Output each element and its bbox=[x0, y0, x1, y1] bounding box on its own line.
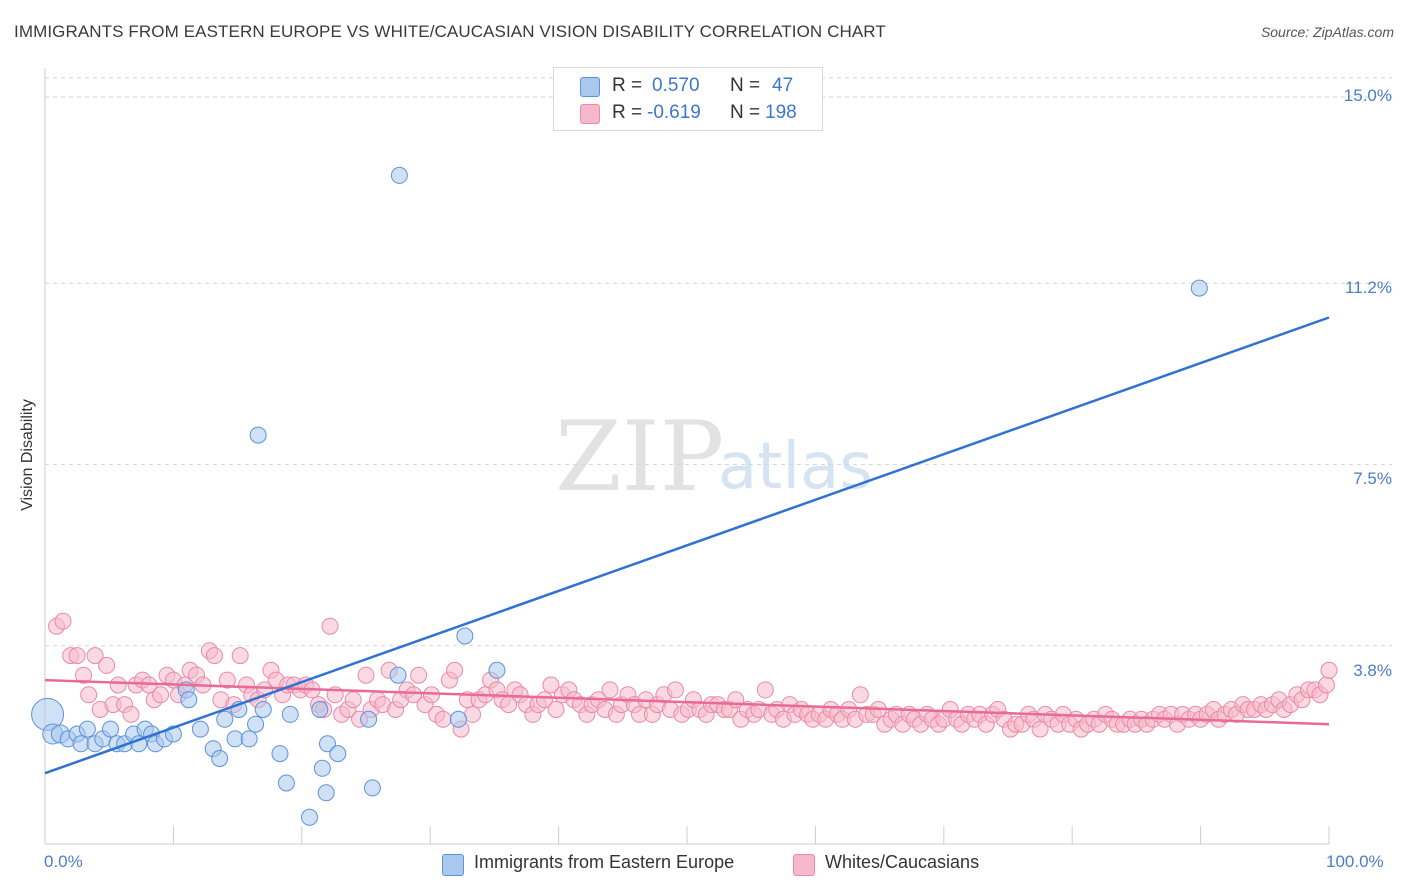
whites-point bbox=[542, 676, 560, 694]
whites-point bbox=[80, 686, 98, 704]
eastern-europe-point bbox=[360, 710, 378, 728]
y-axis-label: Vision Disability bbox=[19, 399, 36, 511]
watermark-atlas: atlas bbox=[718, 430, 873, 504]
y-tick-label: 7.5% bbox=[1353, 469, 1392, 488]
chart-title: IMMIGRANTS FROM EASTERN EUROPE VS WHITE/… bbox=[14, 22, 886, 41]
eastern-europe-point bbox=[101, 720, 119, 738]
whites-point bbox=[1317, 676, 1335, 694]
eastern-europe-point bbox=[449, 710, 467, 728]
whites-point bbox=[756, 681, 774, 699]
eastern-europe-point bbox=[389, 666, 407, 684]
correlation-legend: R = 0.570 N = 47 R = -0.619 N = 198 bbox=[553, 67, 823, 131]
eastern-europe-point bbox=[216, 710, 234, 728]
eastern-europe-point bbox=[271, 745, 289, 763]
eastern-europe-point bbox=[317, 784, 335, 802]
eastern-europe-point bbox=[247, 715, 265, 733]
eastern-europe-point bbox=[301, 808, 319, 826]
whites-trend-line bbox=[44, 678, 1330, 726]
whites-point bbox=[464, 705, 482, 723]
blue-swatch bbox=[442, 854, 464, 876]
legend-label: Immigrants from Eastern Europe bbox=[474, 852, 735, 872]
eastern-europe-point bbox=[488, 661, 506, 679]
eastern-europe-point bbox=[281, 705, 299, 723]
whites-point bbox=[851, 686, 869, 704]
eastern-europe-point bbox=[311, 701, 329, 718]
x-tick-label-max: 100.0% bbox=[1326, 852, 1384, 871]
eastern-europe-point bbox=[277, 774, 295, 792]
whites-point bbox=[54, 612, 72, 630]
eastern-europe-point bbox=[254, 701, 272, 718]
r-value: 0.570 bbox=[652, 75, 700, 96]
r-label: R = bbox=[612, 102, 643, 123]
whites-point bbox=[410, 666, 428, 684]
whites-point bbox=[218, 671, 236, 689]
eastern-europe-point bbox=[78, 720, 96, 738]
whites-point bbox=[535, 691, 553, 709]
eastern-europe-point bbox=[191, 720, 209, 738]
r-value: -0.619 bbox=[647, 102, 701, 123]
r-label: R = bbox=[612, 75, 643, 96]
legend-label: Whites/Caucasians bbox=[825, 852, 980, 872]
blue-swatch bbox=[580, 77, 600, 97]
pink-swatch bbox=[580, 104, 600, 124]
source-label: Source: ZipAtlas.com bbox=[1260, 24, 1394, 40]
whites-point bbox=[434, 710, 452, 728]
n-label: N = bbox=[730, 102, 761, 123]
whites-point bbox=[547, 701, 565, 718]
n-value: 198 bbox=[765, 102, 797, 123]
whites-point bbox=[122, 705, 140, 723]
whites-point bbox=[601, 681, 619, 699]
eastern-europe-point bbox=[211, 750, 229, 767]
whites-point bbox=[75, 666, 93, 684]
whites-point bbox=[68, 647, 86, 665]
whites-point bbox=[344, 691, 362, 709]
y-tick-label: 15.0% bbox=[1343, 86, 1392, 105]
watermark-zip: ZIP bbox=[555, 401, 724, 513]
x-tick-label-min: 0.0% bbox=[44, 852, 83, 871]
eastern-europe-point bbox=[226, 730, 244, 748]
eastern-europe-point bbox=[456, 627, 474, 645]
eastern-europe-point bbox=[249, 426, 267, 444]
eastern-europe-point bbox=[180, 691, 198, 709]
y-tick-label: 11.2% bbox=[1345, 278, 1392, 297]
eastern-europe-trend-line bbox=[44, 316, 1330, 775]
whites-point bbox=[86, 647, 104, 665]
whites-point bbox=[405, 686, 423, 704]
n-label: N = bbox=[730, 75, 761, 96]
whites-point bbox=[205, 647, 223, 665]
whites-point bbox=[1320, 661, 1338, 679]
whites-point bbox=[152, 686, 170, 704]
whites-point bbox=[109, 676, 127, 694]
eastern-europe-point bbox=[72, 735, 90, 753]
eastern-europe-point bbox=[240, 730, 258, 748]
eastern-europe-point bbox=[390, 166, 408, 184]
eastern-europe-point bbox=[363, 779, 381, 797]
pink-swatch bbox=[793, 854, 815, 876]
whites-point bbox=[666, 681, 684, 699]
eastern-europe-point bbox=[318, 735, 336, 753]
eastern-europe-point bbox=[1190, 279, 1208, 297]
n-value: 47 bbox=[772, 75, 794, 96]
whites-point bbox=[231, 647, 249, 665]
whites-point bbox=[357, 666, 375, 684]
whites-point bbox=[321, 617, 339, 635]
eastern-europe-point bbox=[313, 759, 331, 777]
eastern-europe-point bbox=[329, 745, 347, 763]
whites-point bbox=[446, 661, 464, 679]
y-tick-label: 3.8% bbox=[1353, 661, 1392, 680]
whites-point bbox=[98, 656, 116, 674]
